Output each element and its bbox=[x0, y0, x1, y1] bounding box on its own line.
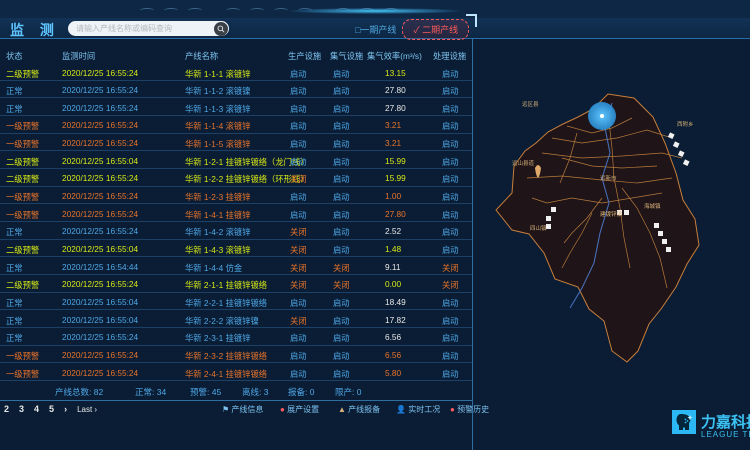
svg-text:力嘉科技: 力嘉科技 bbox=[701, 413, 750, 431]
svg-text:远山县道: 远山县道 bbox=[512, 159, 535, 167]
svg-text:LEAGUE TECH: LEAGUE TECH bbox=[701, 430, 750, 439]
svg-text:西附乡: 西附乡 bbox=[677, 120, 694, 128]
svg-text:远区县: 远区县 bbox=[522, 100, 539, 108]
svg-text:四山镇: 四山镇 bbox=[530, 224, 547, 232]
svg-text:海城镇: 海城镇 bbox=[644, 202, 661, 210]
svg-text:建镀锌镇: 建镀锌镇 bbox=[600, 210, 623, 218]
svg-text:远新市: 远新市 bbox=[600, 174, 617, 182]
